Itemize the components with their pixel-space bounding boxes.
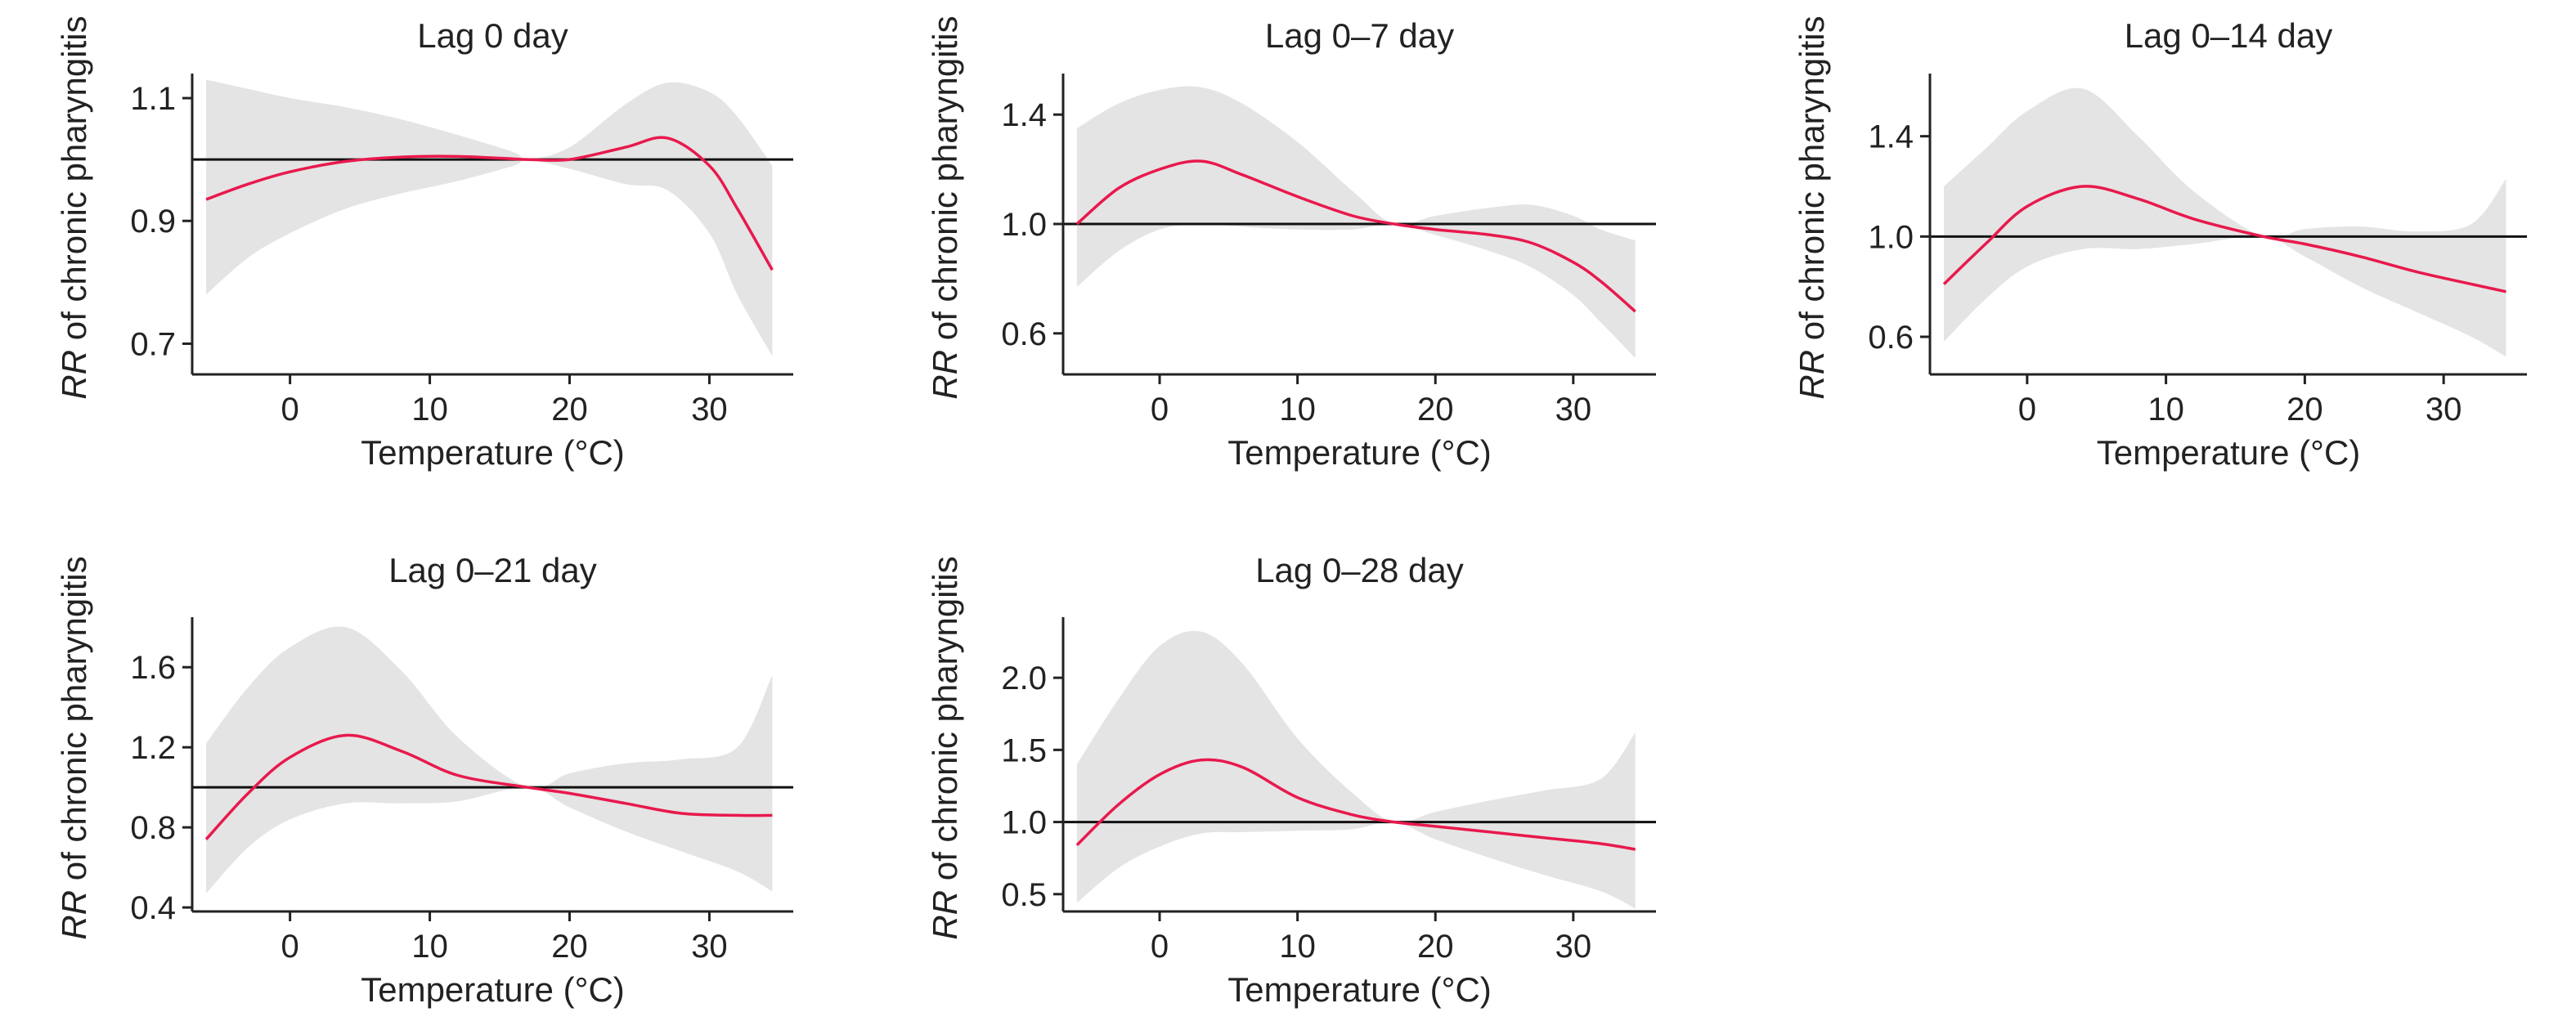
y-tick-label: 1.0 <box>1001 207 1047 243</box>
x-tick-label: 30 <box>691 392 728 428</box>
x-tick-label: 0 <box>1151 929 1169 965</box>
y-axis-title-rr: RR <box>926 890 964 940</box>
x-tick-label: 0 <box>281 929 299 965</box>
y-tick-label: 0.8 <box>130 810 176 846</box>
rr-curve <box>204 733 773 840</box>
y-axis-title: RR of chronic pharyngitis <box>55 16 93 399</box>
x-axis-title: Temperature (°C) <box>361 433 625 472</box>
y-axis-title-rr: RR <box>55 890 93 940</box>
confidence-band <box>1944 87 2506 357</box>
y-tick-label: 1.4 <box>1868 119 1914 155</box>
x-tick-label: 10 <box>411 929 448 965</box>
x-tick-label: 10 <box>1279 392 1316 428</box>
panel-title: Lag 0–21 day <box>388 551 597 589</box>
x-tick-label: 0 <box>1151 392 1169 428</box>
y-axis-title-rr: RR <box>1793 350 1831 400</box>
x-axis-title: Temperature (°C) <box>361 970 625 1009</box>
rr-curve <box>1942 185 2506 293</box>
x-tick-label: 20 <box>1417 929 1454 965</box>
y-tick-label: 2.0 <box>1001 661 1047 696</box>
y-axis-title-rest: of chronic pharyngitis <box>926 556 964 890</box>
y-axis-title: RR of chronic pharyngitis <box>926 16 964 399</box>
x-tick-label: 0 <box>281 392 299 428</box>
y-tick-label: 0.9 <box>130 204 176 240</box>
x-tick-label: 30 <box>691 929 728 965</box>
y-tick-label: 1.1 <box>130 81 176 117</box>
panel-title: Lag 0–28 day <box>1255 551 1464 589</box>
y-axis-title-rest: of chronic pharyngitis <box>55 16 93 350</box>
panel-title: Lag 0–7 day <box>1265 16 1454 55</box>
panel-title: Lag 0 day <box>417 16 568 55</box>
x-axis-title: Temperature (°C) <box>1227 433 1492 472</box>
y-axis-title-rest: of chronic pharyngitis <box>926 16 964 350</box>
y-tick-label: 1.0 <box>1001 805 1047 841</box>
x-tick-label: 30 <box>1555 929 1592 965</box>
rr-curve <box>205 136 774 271</box>
confidence-band <box>1076 86 1636 358</box>
x-tick-label: 10 <box>1279 929 1316 965</box>
rr-curve <box>1075 758 1636 851</box>
chart-panel-4: 0 10 20 30 0.4 0.8 1.2 1.6 Lag 0–21 day Temperatu… <box>55 551 793 1009</box>
x-axis-title: Temperature (°C) <box>2097 433 2361 472</box>
confidence-band <box>206 626 773 893</box>
x-axis-title: Temperature (°C) <box>1227 970 1492 1009</box>
x-tick-label: 20 <box>1417 392 1454 428</box>
confidence-band <box>1076 630 1636 909</box>
x-tick-label: 20 <box>551 929 588 965</box>
y-axis-title-rr: RR <box>55 350 93 400</box>
panel-title: Lag 0–14 day <box>2125 16 2333 55</box>
x-tick-label: 0 <box>2018 392 2036 428</box>
y-tick-label: 1.0 <box>1868 219 1914 255</box>
chart-panel-3: 0 10 20 30 0.6 1.0 1.4 Lag 0–14 day Temperature … <box>1793 16 2527 472</box>
x-tick-label: 10 <box>411 392 448 428</box>
y-axis-title: RR of chronic pharyngitis <box>926 556 964 939</box>
y-tick-label: 0.7 <box>130 326 176 362</box>
y-tick-label: 1.6 <box>130 650 176 686</box>
y-axis-title: RR of chronic pharyngitis <box>55 556 93 939</box>
y-tick-label: 1.4 <box>1001 97 1047 133</box>
x-tick-label: 20 <box>2287 392 2323 428</box>
x-tick-label: 30 <box>2426 392 2462 428</box>
y-tick-label: 0.6 <box>1868 320 1914 356</box>
y-tick-label: 0.6 <box>1001 316 1047 352</box>
rr-curve <box>1075 159 1636 313</box>
y-tick-label: 1.5 <box>1001 732 1047 768</box>
chart-panel-2: 0 10 20 30 0.6 1.0 1.4 Lag 0–7 day Temperature (… <box>926 16 1656 472</box>
chart-panel-1: 0 10 20 30 0.7 0.9 1.1 Lag 0 day Temperature (°C… <box>55 16 793 472</box>
y-tick-label: 0.5 <box>1001 877 1047 913</box>
y-axis-title-rr: RR <box>926 350 964 400</box>
y-tick-label: 1.2 <box>130 730 176 766</box>
confidence-band <box>206 79 773 356</box>
y-axis-title-rest: of chronic pharyngitis <box>1793 16 1831 350</box>
x-tick-label: 10 <box>2147 392 2184 428</box>
y-axis-title-rest: of chronic pharyngitis <box>55 556 93 890</box>
y-axis-title: RR of chronic pharyngitis <box>1793 16 1831 399</box>
y-tick-label: 0.4 <box>130 890 176 926</box>
x-tick-label: 30 <box>1555 392 1592 428</box>
x-tick-label: 20 <box>551 392 588 428</box>
chart-panel-5: 0 10 20 30 0.5 1.0 1.5 2.0 Lag 0–28 day Temperatu… <box>926 551 1656 1009</box>
